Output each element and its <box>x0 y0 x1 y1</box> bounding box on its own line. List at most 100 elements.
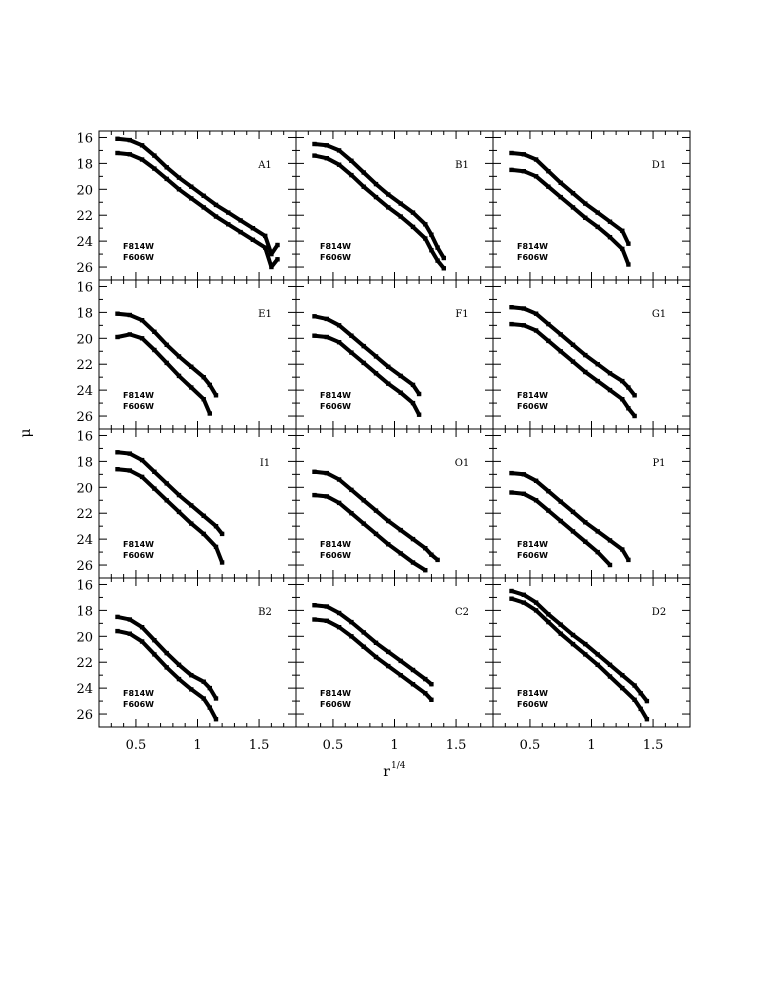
data-point <box>373 194 379 200</box>
data-point <box>570 359 576 364</box>
data-point <box>583 539 588 544</box>
data-point <box>595 549 600 555</box>
data-point <box>521 472 526 477</box>
data-point <box>361 170 366 175</box>
data-point <box>595 362 600 367</box>
data-point <box>189 673 194 678</box>
profile-line-f814w <box>115 450 225 536</box>
data-point <box>336 148 342 153</box>
data-point <box>115 450 120 455</box>
filter-label: F814W <box>517 391 548 400</box>
data-point <box>207 685 212 691</box>
data-point <box>638 706 643 712</box>
filter-label: F606W <box>320 402 351 411</box>
data-point <box>139 157 145 162</box>
data-point <box>349 634 354 639</box>
data-point <box>164 498 169 503</box>
filter-label: F814W <box>123 540 154 549</box>
data-point <box>324 618 329 623</box>
data-point <box>423 568 428 573</box>
y-tick-label: 26 <box>76 559 93 574</box>
y-tick-label: 16 <box>76 280 93 295</box>
data-point <box>152 347 157 353</box>
data-point <box>361 644 366 649</box>
data-point <box>398 673 403 678</box>
data-point <box>201 193 206 198</box>
profile-line-f814w <box>312 314 422 396</box>
data-point <box>152 166 157 171</box>
data-point <box>312 492 317 498</box>
y-tick-label: 24 <box>76 533 93 548</box>
profile-line-f606w <box>115 629 218 722</box>
data-point <box>607 674 613 679</box>
y-tick-label: 22 <box>76 507 93 522</box>
data-point <box>176 662 182 667</box>
data-point <box>410 210 416 215</box>
data-point <box>558 622 563 627</box>
data-point <box>349 172 354 178</box>
data-point <box>324 316 329 322</box>
data-point <box>373 654 379 660</box>
y-tick-label: 18 <box>76 604 93 619</box>
data-point <box>570 191 576 196</box>
x-tick-label: 1 <box>390 738 398 753</box>
data-point <box>570 529 576 534</box>
data-point <box>638 691 643 696</box>
panel-b1: B1 F814W F606W <box>295 130 494 281</box>
data-point <box>632 697 637 702</box>
data-point <box>201 696 206 701</box>
data-point <box>219 531 225 537</box>
y-tick-label: 22 <box>76 656 93 671</box>
data-point <box>386 649 391 655</box>
data-point <box>521 592 526 597</box>
panel-b2: 16 18 20 22 24 26 0.5 1 1.5 B2 F814W F606W <box>76 577 297 753</box>
data-point <box>164 481 169 486</box>
data-point <box>207 382 212 388</box>
profile-line-f606w <box>312 617 434 702</box>
data-point <box>546 184 551 189</box>
data-point <box>595 224 600 230</box>
data-point <box>152 652 157 657</box>
data-point <box>607 662 613 667</box>
data-point <box>626 406 631 411</box>
data-point <box>176 676 182 682</box>
data-point <box>275 242 280 248</box>
filter-label: F606W <box>320 253 351 262</box>
panel-label: D2 <box>652 607 666 618</box>
data-point <box>275 257 280 262</box>
data-point <box>373 354 379 359</box>
filter-label: F606W <box>517 551 548 560</box>
data-point <box>139 474 145 480</box>
data-point <box>583 641 588 647</box>
data-point <box>570 509 576 515</box>
data-point <box>189 196 194 201</box>
filter-label: F814W <box>123 391 154 400</box>
data-point <box>373 531 379 537</box>
data-point <box>620 228 625 233</box>
data-point <box>189 385 194 390</box>
data-point <box>558 631 563 636</box>
panel-label: C2 <box>455 607 469 618</box>
data-point <box>250 226 256 231</box>
data-point <box>127 617 132 622</box>
data-point <box>312 153 317 158</box>
panel-grid: 16 18 20 22 24 26 A1 F814W F606W B1 F814W F606W D1 F8… <box>76 130 691 753</box>
data-point <box>386 518 391 524</box>
data-point <box>115 628 120 634</box>
data-point <box>201 531 206 537</box>
profile-line-f814w <box>115 311 218 398</box>
data-point <box>164 665 169 670</box>
data-point <box>386 364 391 369</box>
data-point <box>324 156 329 161</box>
filter-label: F814W <box>320 689 351 698</box>
data-point <box>644 698 650 704</box>
data-point <box>441 255 446 261</box>
data-point <box>570 205 576 210</box>
x-tick-label: 1.5 <box>643 738 664 753</box>
data-point <box>620 673 625 678</box>
y-tick-label: 24 <box>76 682 93 697</box>
panel-label: B2 <box>258 607 272 618</box>
data-point <box>207 411 212 416</box>
data-point <box>626 557 631 563</box>
data-point <box>127 631 132 636</box>
